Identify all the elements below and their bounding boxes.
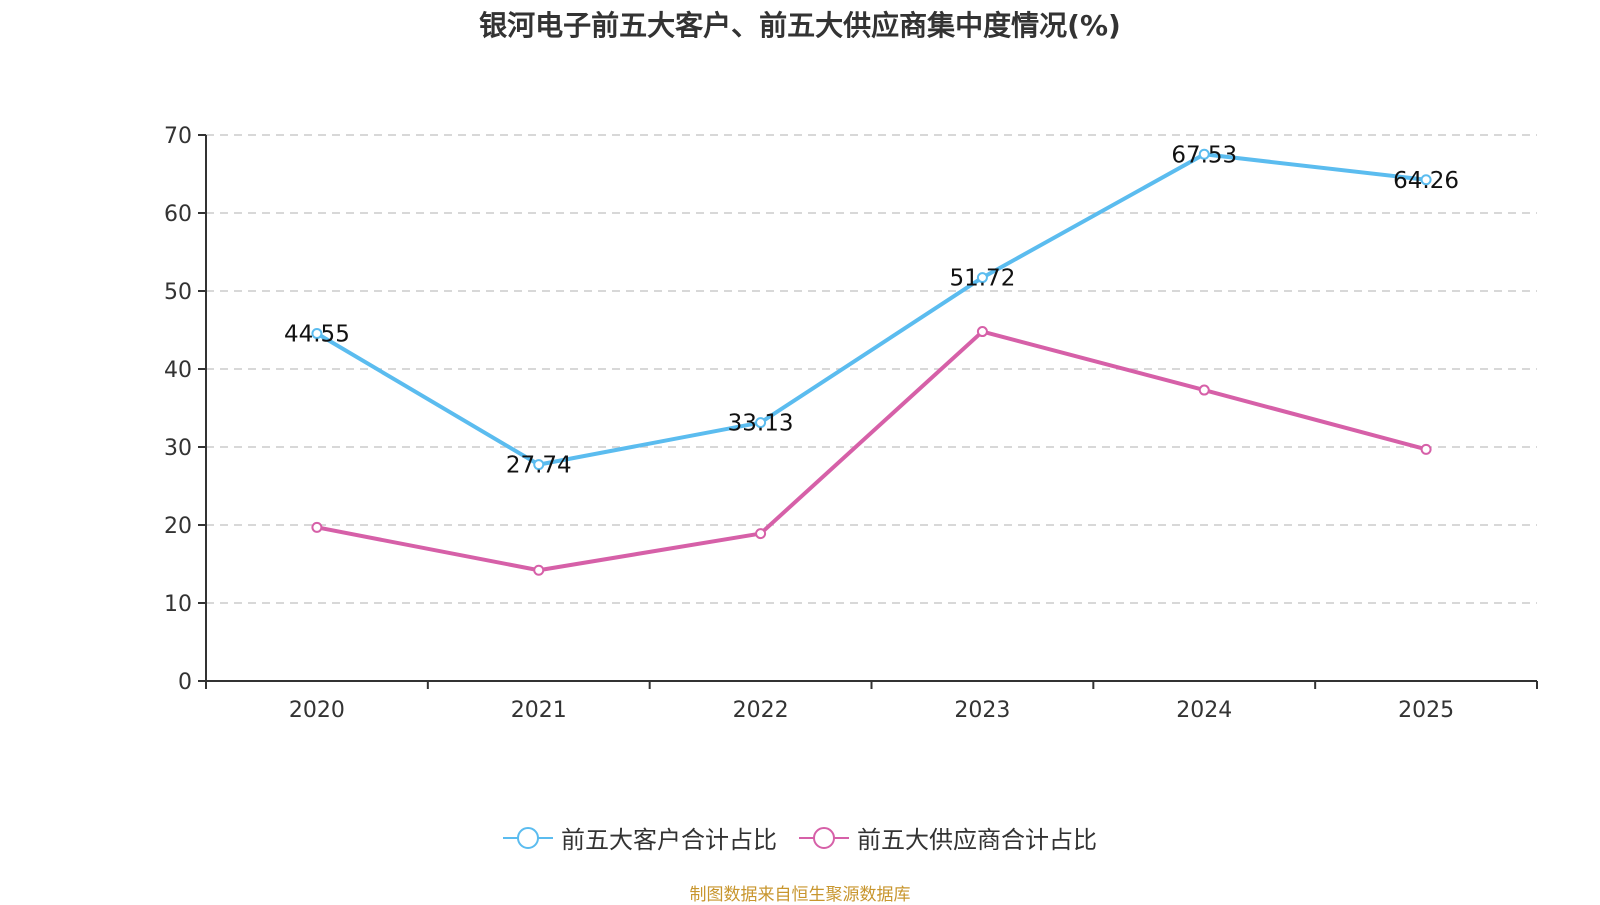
y-tick-label: 30 bbox=[164, 436, 192, 461]
legend: 前五大客户合计占比 前五大供应商合计占比 bbox=[0, 820, 1600, 855]
data-point bbox=[976, 326, 988, 338]
data-point bbox=[1420, 174, 1432, 186]
data-point bbox=[976, 272, 988, 284]
data-point bbox=[1420, 443, 1432, 455]
data-point bbox=[755, 417, 767, 429]
legend-label-customers: 前五大客户合计占比 bbox=[561, 826, 777, 854]
x-tick-label: 2022 bbox=[733, 698, 789, 723]
data-point bbox=[1198, 148, 1210, 160]
data-label: 51.72 bbox=[949, 266, 1015, 292]
data-point bbox=[1198, 384, 1210, 396]
x-tick-label: 2020 bbox=[289, 698, 345, 723]
data-point bbox=[755, 528, 767, 540]
legend-label-suppliers: 前五大供应商合计占比 bbox=[857, 826, 1097, 854]
data-point bbox=[533, 459, 545, 471]
data-label: 33.13 bbox=[728, 411, 794, 437]
data-label: 64.26 bbox=[1393, 168, 1459, 194]
data-label: 44.55 bbox=[284, 322, 350, 348]
x-tick-label: 2023 bbox=[954, 698, 1010, 723]
chart-title: 银河电子前五大客户、前五大供应商集中度情况(%) bbox=[479, 9, 1121, 42]
x-tick-label: 2021 bbox=[511, 698, 567, 723]
y-tick-label: 0 bbox=[178, 670, 192, 695]
legend-marker-customers-icon bbox=[503, 826, 553, 849]
series-line-0 bbox=[315, 152, 1427, 467]
data-point bbox=[311, 521, 323, 533]
y-tick-label: 70 bbox=[164, 124, 192, 149]
line-chart: 0 10 20 30 40 50 60 70 2020 2021 2022 2023 2024 2025 4… bbox=[164, 124, 1538, 723]
x-tick-label: 2025 bbox=[1398, 698, 1454, 723]
y-tick-label: 60 bbox=[164, 202, 192, 227]
y-tick-label: 40 bbox=[164, 358, 192, 383]
data-label: 27.74 bbox=[506, 453, 572, 479]
x-tick-label: 2024 bbox=[1176, 698, 1232, 723]
y-tick-label: 20 bbox=[164, 514, 192, 539]
data-point bbox=[311, 328, 323, 340]
y-tick-label: 10 bbox=[164, 592, 192, 617]
legend-item-suppliers[interactable]: 前五大供应商合计占比 bbox=[799, 820, 1097, 855]
series-line-1 bbox=[316, 329, 1427, 573]
source-note: 制图数据来自恒生聚源数据库 bbox=[689, 885, 911, 905]
y-tick-label: 50 bbox=[164, 280, 192, 305]
legend-marker-suppliers-icon bbox=[799, 826, 849, 849]
data-point bbox=[533, 564, 545, 576]
data-label: 67.53 bbox=[1171, 142, 1237, 168]
legend-item-customers[interactable]: 前五大客户合计占比 bbox=[503, 820, 777, 855]
